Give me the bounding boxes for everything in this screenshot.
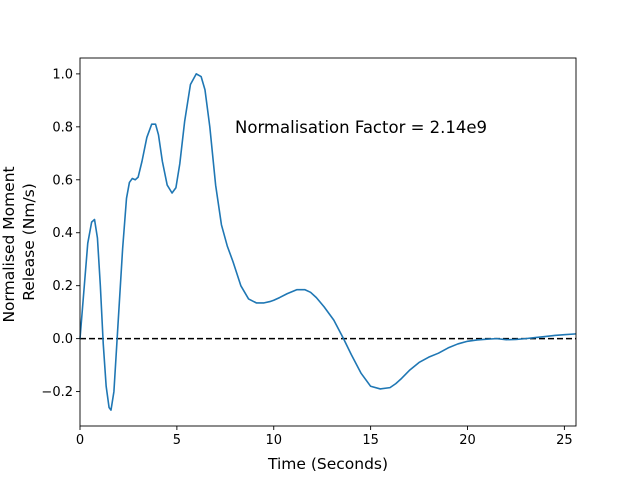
y-tick-label: 0.6	[52, 173, 73, 188]
y-axis-label-line-2: Release (Nm/s)	[20, 183, 38, 301]
x-tick-label: 20	[459, 433, 476, 448]
y-tick-label: 1.0	[52, 67, 73, 82]
x-axis-label: Time (Seconds)	[267, 455, 388, 473]
axes-frame	[79, 57, 577, 427]
y-tick-label: −0.2	[41, 385, 73, 400]
y-tick-label: 0.0	[52, 332, 73, 347]
x-tick-label: 0	[76, 433, 84, 448]
x-tick-label: 5	[173, 433, 181, 448]
y-axis-ticks: −0.2 0.0 0.2 0.4 0.6 0.8 1.0	[41, 67, 80, 400]
y-tick-label: 0.2	[52, 279, 73, 294]
x-tick-label: 15	[362, 433, 379, 448]
x-tick-label: 25	[556, 433, 573, 448]
y-tick-label: 0.8	[52, 120, 73, 135]
x-tick-label: 10	[265, 433, 282, 448]
series-line	[79, 73, 577, 411]
x-axis-ticks: 0 5 10 15 20 25	[76, 426, 573, 448]
y-axis-label-line-1: Normalised Moment	[0, 166, 18, 322]
y-tick-label: 0.4	[52, 226, 73, 241]
y-axis-label: Normalised Moment Release (Nm/s)	[0, 161, 38, 322]
normalisation-annotation: Normalisation Factor = 2.14e9	[235, 118, 487, 137]
